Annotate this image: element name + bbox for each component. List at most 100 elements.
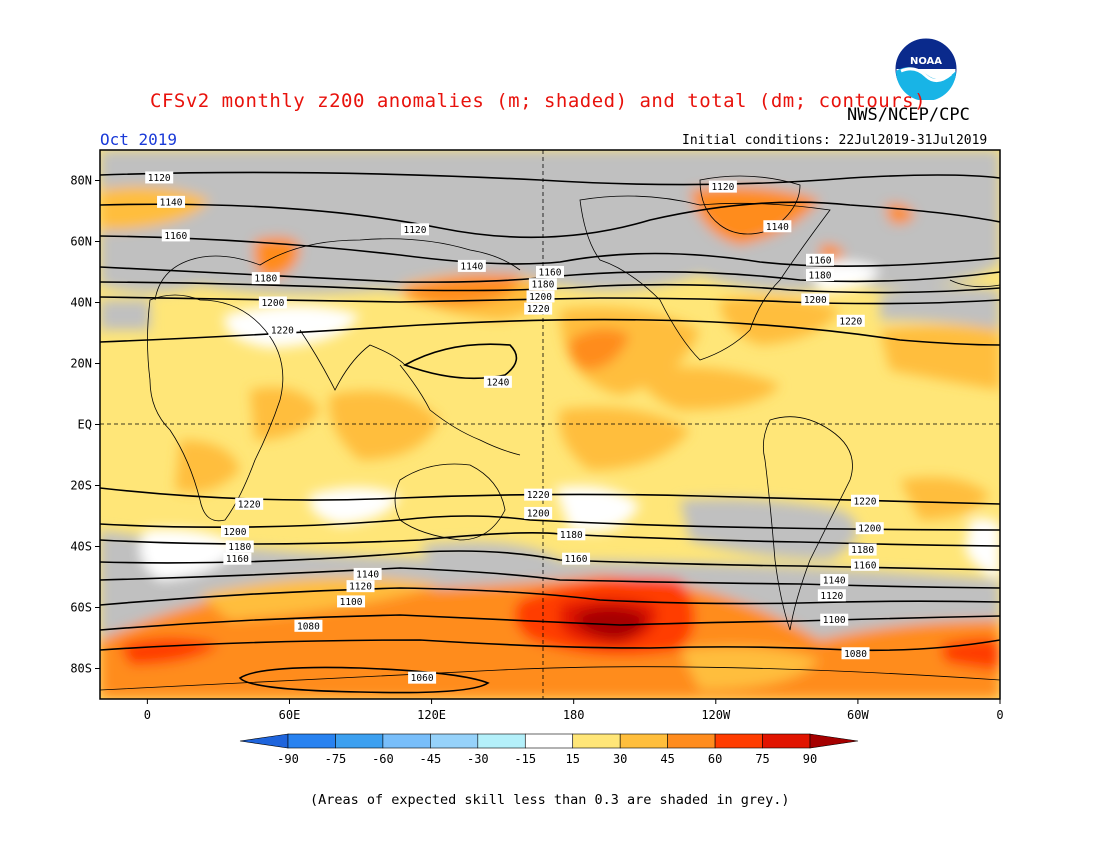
contour-label-bg — [268, 323, 297, 336]
contour-label: 1080 — [844, 649, 867, 660]
contour-label: 1180 — [531, 280, 554, 291]
colorbar-swatch — [430, 733, 479, 749]
contour-label-bg — [526, 290, 555, 303]
contour-label-bg — [251, 272, 280, 285]
contour-label-bg — [820, 613, 849, 626]
contour-label-bg — [848, 543, 877, 556]
contour-label-bg — [836, 314, 865, 327]
colorbar-swatch — [382, 733, 431, 749]
colorbar-tick-label: 60 — [708, 752, 722, 766]
anomaly-shading — [100, 150, 1000, 699]
lat-tick-label: 40S — [70, 540, 92, 554]
lon-tick-label: 60W — [847, 708, 869, 722]
contour-label-bg — [851, 558, 879, 571]
colorbar: -90 -75 -60 -45 -30 -15 15 30 45 60 75 90 — [239, 733, 859, 766]
contour-label-bg — [528, 278, 557, 291]
contour-label-bg — [524, 506, 553, 519]
contour-label: 1160 — [565, 554, 588, 565]
contour-label: 1160 — [539, 268, 562, 279]
agency-label: NWS/NCEP/CPC — [847, 105, 970, 125]
contour-label: 1060 — [411, 673, 434, 684]
contour-label-bg — [337, 595, 366, 608]
colorbar-swatch — [667, 733, 716, 749]
height-contours — [100, 171, 1000, 694]
contour-label: 1200 — [858, 524, 881, 535]
lat-tick-label: EQ — [78, 418, 92, 432]
contour-labels: 1120114011601120114011801200122012401160… — [145, 171, 884, 684]
contour-label: 1140 — [823, 576, 846, 587]
contour-label: 1120 — [711, 182, 734, 193]
contour-label-bg — [457, 259, 486, 272]
colorbar-swatch — [524, 733, 574, 749]
colorbar-swatch — [619, 733, 668, 749]
contour-label-bg — [801, 293, 830, 306]
contour-label-bg — [524, 302, 553, 315]
contour-label-bg — [536, 266, 564, 278]
colorbar-swatch — [239, 733, 289, 749]
contour-label-bg — [258, 296, 287, 309]
lat-tick-label: 60S — [70, 601, 92, 615]
contour-label-bg — [401, 223, 429, 236]
contour-label: 1120 — [349, 582, 372, 593]
noaa-logo-text: NOAA — [910, 56, 942, 67]
colorbar-swatch — [477, 733, 526, 749]
contour-label: 1220 — [854, 496, 877, 507]
colorbar-tick-label: -90 — [277, 752, 299, 766]
lon-tick-label: 120W — [701, 708, 731, 722]
contour-label-bg — [235, 497, 264, 510]
colorbar-tick-label: 75 — [755, 752, 769, 766]
lat-tick-label: 80S — [70, 662, 92, 676]
colorbar-tick-label: -45 — [420, 752, 442, 766]
contour-label: 1180 — [851, 545, 874, 556]
contour-label: 1140 — [160, 197, 183, 208]
colorbar-tick-label: -75 — [325, 752, 347, 766]
contour-label: 1200 — [261, 298, 284, 309]
latitude-ticks: 80N 60N 40N 20N EQ 20S 40S 60S 80S — [70, 174, 100, 676]
contour-label-bg — [353, 567, 382, 580]
colorbar-tick-label: 90 — [803, 752, 817, 766]
contour-label: 1200 — [529, 292, 552, 303]
colorbar-tick-label: 15 — [566, 752, 580, 766]
contour-label-bg — [763, 220, 792, 233]
contour-label: 1180 — [809, 271, 832, 282]
contour-label: 1220 — [527, 490, 550, 501]
contour-label: 1180 — [228, 542, 251, 553]
contour-label: 1120 — [148, 173, 171, 184]
contour-label: 1160 — [809, 255, 832, 266]
contour-label: 1120 — [820, 591, 843, 602]
lat-tick-label: 40N — [70, 296, 92, 310]
colorbar-swatch — [809, 733, 859, 749]
contour-label-bg — [851, 494, 879, 507]
lon-tick-label: 0 — [144, 708, 151, 722]
contour-label: 1200 — [224, 527, 247, 538]
lon-tick-label: 0 — [996, 708, 1003, 722]
contour-label-bg — [225, 540, 254, 553]
colorbar-swatch — [335, 733, 384, 749]
contour-label: 1220 — [839, 316, 862, 327]
noaa-logo: NOAA — [895, 38, 957, 100]
contour-label-bg — [223, 552, 252, 565]
contour-label: 1140 — [460, 261, 483, 272]
contour-label-bg — [524, 488, 553, 501]
contour-label-bg — [708, 180, 737, 193]
initial-conditions: Initial conditions: 22Jul2019-31Jul2019 — [682, 133, 987, 148]
lat-tick-label: 20N — [70, 357, 92, 371]
contour-label: 1160 — [226, 554, 249, 565]
contour-label: 1140 — [356, 569, 379, 580]
lon-tick-label: 180 — [563, 708, 585, 722]
initial-conditions-value: 22Jul2019-31Jul2019 — [838, 133, 988, 148]
contour-label: 1220 — [527, 304, 550, 315]
colorbar-swatch — [762, 733, 811, 749]
contour-label-bg — [841, 647, 870, 660]
chart-title: CFSv2 monthly z200 anomalies (m; shaded)… — [150, 90, 927, 112]
colorbar-tick-label: -60 — [372, 752, 394, 766]
forecast-month: Oct 2019 — [100, 130, 178, 149]
colorbar-tick-label: 45 — [660, 752, 674, 766]
contour-label-bg — [294, 619, 323, 632]
contour-label-bg — [483, 375, 512, 388]
contour-label: 1180 — [560, 530, 583, 541]
contour-label-bg — [820, 574, 849, 587]
lon-tick-label: 120E — [417, 708, 446, 722]
contour-label-bg — [145, 171, 174, 184]
